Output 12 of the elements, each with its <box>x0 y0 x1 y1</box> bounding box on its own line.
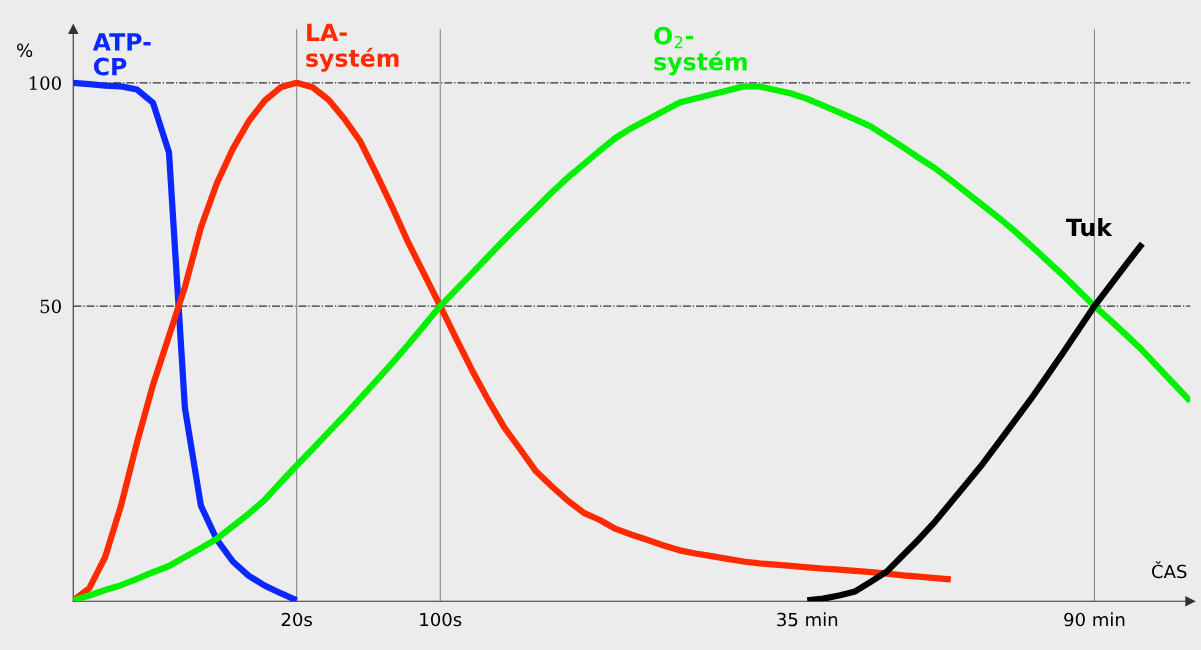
series-label: LA- systém <box>306 23 399 72</box>
x-tick-label: 35 min <box>777 612 838 627</box>
y-axis-title: % <box>17 43 33 58</box>
series-label: O$_{2}$- systém <box>654 26 747 76</box>
y-tick-label: 100 <box>29 76 61 90</box>
series-label: Tuk <box>1066 217 1113 237</box>
x-tick-label: 90 min <box>1064 612 1125 627</box>
x-tick-label: 100s <box>420 612 462 627</box>
x-tick-label: 20s <box>281 612 312 627</box>
series-label: ATP- CP <box>92 33 151 76</box>
x-axis-title: ČAS <box>1152 561 1187 579</box>
y-tick-label: 50 <box>40 299 61 314</box>
